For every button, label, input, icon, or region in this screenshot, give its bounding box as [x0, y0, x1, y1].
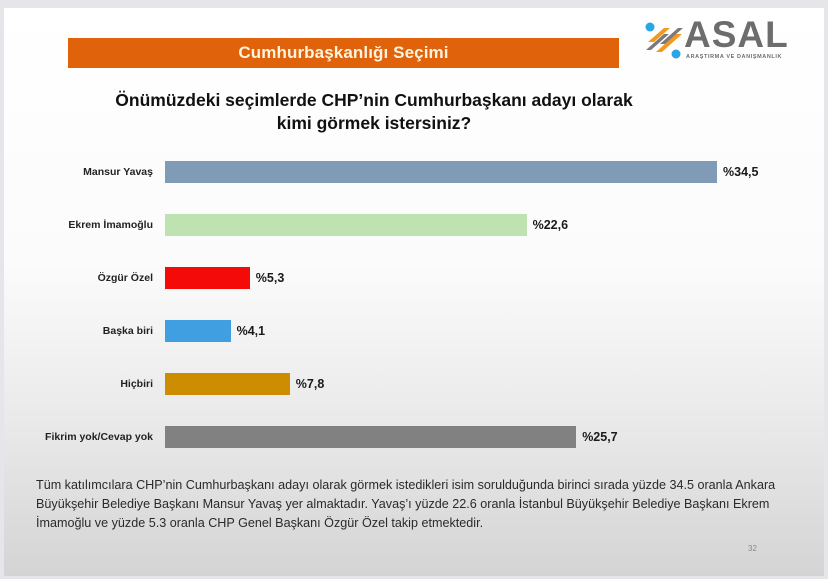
bar-value: %4,1 — [236, 324, 266, 338]
question-line-1: Önümüzdeki seçimlerde CHP’nin Cumhurbaşk… — [115, 90, 633, 110]
bar — [165, 214, 527, 236]
bar-chart: Mansur Yavaş %34,5 Ekrem İmamoğlu %22,6 … — [4, 8, 824, 468]
logo-subtitle: ARAŞTIRMA VE DANIŞMANLIK — [686, 54, 783, 60]
bar — [165, 426, 577, 448]
bar-value: %25,7 — [582, 430, 618, 444]
title-banner: Cumhurbaşkanlığı Seçimi — [68, 38, 619, 68]
bar-row: Hiçbiri %7,8 — [4, 373, 824, 395]
bar — [165, 373, 290, 395]
bar-value: %5,3 — [255, 271, 285, 285]
slide: Cumhurbaşkanlığı Seçimi ASAL ARAŞTIRMA V… — [4, 8, 824, 576]
chart-question: Önümüzdeki seçimlerde CHP’nin Cumhurbaşk… — [44, 89, 704, 135]
bar-value: %34,5 — [723, 165, 759, 179]
asal-logo: ASAL ARAŞTIRMA VE DANIŞMANLIK — [642, 14, 792, 66]
bar-row: Ekrem İmamoğlu %22,6 — [4, 214, 824, 236]
bar — [165, 320, 231, 342]
bar-label: Özgür Özel — [97, 272, 153, 284]
bar-label: Başka biri — [102, 325, 153, 337]
asal-logo-icon — [645, 22, 683, 59]
banner-title: Cumhurbaşkanlığı Seçimi — [238, 43, 449, 62]
summary-note: Tüm katılımcılara CHP’nin Cumhurbaşkanı … — [36, 478, 776, 530]
bar-row: Özgür Özel %5,3 — [4, 267, 824, 289]
bar-label: Hiçbiri — [120, 378, 153, 390]
bar-value: %7,8 — [295, 377, 325, 391]
bar-value: %22,6 — [532, 218, 569, 232]
bar-row: Mansur Yavaş %34,5 — [4, 161, 824, 183]
bar — [165, 267, 250, 289]
bar-row: Fikrim yok/Cevap yok %25,7 — [4, 426, 824, 448]
bar-row: Başka biri %4,1 — [4, 320, 824, 342]
bar — [165, 161, 717, 183]
bar-label: Fikrim yok/Cevap yok — [45, 431, 153, 443]
bar-label: Mansur Yavaş — [83, 166, 153, 178]
bar-label: Ekrem İmamoğlu — [68, 219, 153, 231]
logo-name: ASAL — [684, 14, 789, 55]
question-line-2: kimi görmek istersiniz? — [276, 113, 472, 133]
page-number: 32 — [748, 544, 757, 553]
